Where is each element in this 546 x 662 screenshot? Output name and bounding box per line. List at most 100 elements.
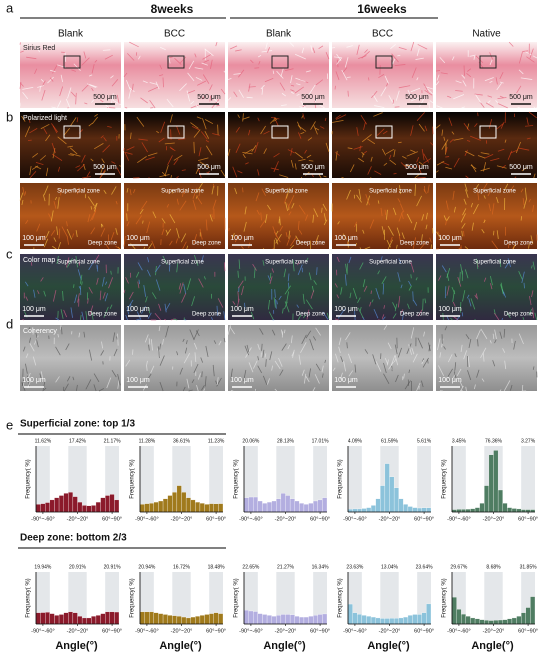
row-label: Sirius Red bbox=[23, 45, 55, 52]
scale-bar-label: 500 μm bbox=[301, 94, 325, 101]
bar bbox=[82, 505, 87, 512]
bar bbox=[87, 618, 92, 624]
bar bbox=[54, 498, 59, 512]
y-axis-label: Frequency( %) bbox=[442, 578, 448, 617]
bar bbox=[494, 620, 499, 624]
scale-bar-label: 100 μm bbox=[22, 377, 46, 384]
x-tick-label: 60°~90° bbox=[102, 516, 122, 522]
bar bbox=[353, 509, 358, 512]
scale-bar-label: 100 μm bbox=[230, 306, 254, 313]
zone-label: Deep zone bbox=[400, 312, 430, 318]
range-label: 17.01% bbox=[312, 438, 330, 444]
bar bbox=[258, 501, 263, 512]
row-label: Color map bbox=[23, 257, 55, 264]
zone-label: Deep zone bbox=[88, 241, 118, 247]
bar bbox=[168, 496, 173, 513]
y-axis-label: Frequency( %) bbox=[26, 578, 32, 617]
scale-bar-label: 100 μm bbox=[126, 235, 150, 242]
x-tick-label: -90°~-60° bbox=[447, 628, 471, 634]
bar bbox=[394, 618, 399, 624]
fiber bbox=[247, 97, 253, 98]
panel-label: c bbox=[6, 246, 13, 261]
bar bbox=[258, 614, 263, 624]
range-label: 31.85% bbox=[520, 564, 538, 570]
bar bbox=[281, 614, 286, 624]
bar bbox=[267, 502, 272, 512]
fiber bbox=[347, 77, 351, 78]
fiber bbox=[163, 78, 164, 88]
bar bbox=[295, 616, 300, 624]
bar bbox=[408, 615, 413, 624]
zone-label: Deep zone bbox=[192, 241, 222, 247]
bar bbox=[276, 499, 281, 512]
bar bbox=[484, 486, 489, 512]
fiber bbox=[270, 273, 271, 278]
bar bbox=[140, 504, 145, 512]
bar bbox=[322, 614, 327, 624]
range-label: 19.94% bbox=[34, 564, 52, 570]
shaded-range bbox=[140, 446, 154, 512]
bar bbox=[276, 615, 281, 624]
bar bbox=[366, 508, 371, 512]
bar bbox=[304, 617, 309, 624]
scale-bar-label: 100 μm bbox=[438, 235, 462, 242]
bar bbox=[96, 502, 101, 512]
row-label: Polarized light bbox=[23, 115, 67, 122]
bar bbox=[475, 508, 480, 512]
x-tick-label: -90°~-60° bbox=[343, 628, 367, 634]
bar bbox=[163, 614, 168, 624]
bar bbox=[68, 612, 73, 624]
zone-label: Deep zone bbox=[192, 312, 222, 318]
bar bbox=[452, 597, 457, 624]
y-axis-label: Frequency( %) bbox=[338, 578, 344, 617]
fiber bbox=[370, 177, 371, 178]
range-label: 29.67% bbox=[450, 564, 468, 570]
bar bbox=[158, 501, 163, 512]
bar bbox=[41, 613, 46, 624]
bar bbox=[262, 614, 267, 624]
bar bbox=[45, 612, 50, 624]
fiber bbox=[218, 125, 219, 136]
bar bbox=[507, 508, 512, 512]
bar bbox=[371, 617, 376, 624]
range-label: 11.28% bbox=[139, 438, 156, 444]
bar bbox=[50, 614, 55, 624]
bar bbox=[218, 504, 223, 512]
bar bbox=[145, 612, 150, 624]
bar bbox=[87, 506, 92, 512]
bar bbox=[480, 503, 485, 512]
scale-bar-label: 500 μm bbox=[405, 164, 429, 171]
range-label: 4.09% bbox=[348, 438, 363, 444]
range-label: 20.06% bbox=[242, 438, 260, 444]
panel-label: d bbox=[6, 316, 13, 331]
bar bbox=[371, 505, 376, 512]
zone-label: Deep zone bbox=[504, 312, 534, 318]
bar bbox=[466, 616, 471, 624]
fiber bbox=[423, 299, 424, 311]
bar bbox=[186, 618, 191, 624]
y-axis-label: Frequency( %) bbox=[130, 459, 136, 498]
bar bbox=[91, 505, 96, 512]
bar bbox=[244, 610, 249, 624]
x-tick-label: 60°~90° bbox=[206, 628, 226, 634]
scale-bar-label: 100 μm bbox=[22, 306, 46, 313]
bar bbox=[177, 616, 182, 624]
bar bbox=[494, 450, 499, 512]
bar bbox=[149, 503, 154, 512]
bar bbox=[36, 613, 41, 624]
bar bbox=[290, 615, 295, 624]
bar bbox=[357, 509, 362, 512]
bar bbox=[272, 616, 277, 624]
bar bbox=[498, 490, 503, 512]
zone-label: Superficial zone bbox=[161, 260, 204, 266]
zone-label: Superficial zone bbox=[369, 189, 412, 195]
bar bbox=[172, 616, 177, 624]
bar bbox=[489, 621, 494, 624]
bar bbox=[417, 508, 422, 512]
bar bbox=[200, 503, 205, 512]
bar bbox=[172, 492, 177, 512]
fiber bbox=[149, 177, 150, 178]
range-label: 18.48% bbox=[208, 564, 226, 570]
fiber bbox=[127, 213, 128, 221]
